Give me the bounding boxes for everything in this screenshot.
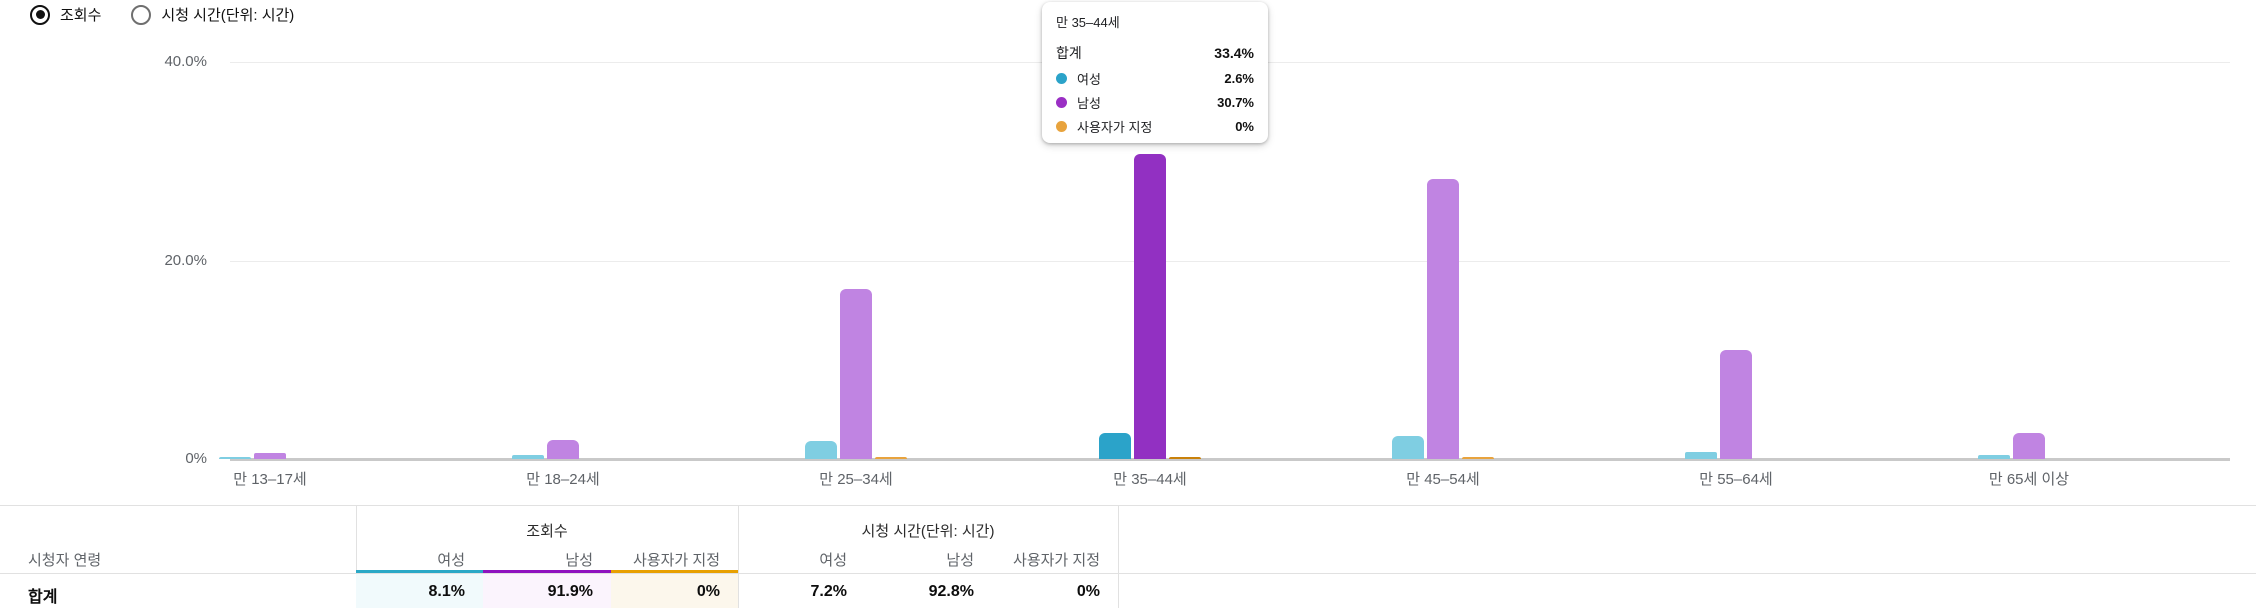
tooltip-row-여성: 여성 2.6% — [1056, 66, 1254, 90]
radio-watch-time[interactable]: 시청 시간(단위: 시간) — [131, 4, 294, 25]
bar-여성-만 13–17세[interactable] — [219, 457, 251, 459]
series-dot-icon — [1056, 120, 1067, 132]
bar-남성-만 55–64세[interactable] — [1720, 350, 1752, 459]
tooltip-series-value: 2.6% — [1224, 70, 1254, 86]
views-female-cell-bg — [356, 574, 483, 608]
col-header-views-male: 남성 — [565, 552, 593, 569]
y-tick-label: 40.0% — [164, 53, 207, 70]
radio-views[interactable]: 조회수 — [30, 4, 101, 25]
tooltip-series-label: 남성 — [1077, 95, 1101, 111]
bar-남성-만 25–34세[interactable] — [840, 289, 872, 459]
tooltip-total-row: 합계 33.4% — [1056, 40, 1254, 66]
col-header-watch-female: 여성 — [819, 552, 847, 569]
x-axis-label: 만 55–64세 — [1699, 471, 1773, 488]
table-header-border — [0, 573, 2256, 574]
views-custom-cell-bg — [611, 574, 738, 608]
x-axis-label: 만 65세 이상 — [1988, 471, 2070, 488]
col-header-watch-male: 남성 — [946, 552, 974, 569]
bar-남성-만 13–17세[interactable] — [254, 453, 286, 459]
tooltip-row-사용자가 지정: 사용자가 지정 0% — [1056, 114, 1254, 138]
table-divider-1 — [356, 505, 357, 608]
tooltip-total-label: 합계 — [1056, 45, 1082, 61]
table-top-border — [0, 505, 2256, 506]
chart-tooltip: 만 35–44세 합계 33.4% 여성 2.6% 남성 30.7% 사용자가 지정 0% — [1042, 2, 1268, 143]
bar-여성-만 55–64세[interactable] — [1685, 452, 1717, 459]
total-watch-female: 7.2% — [810, 583, 847, 600]
x-axis-label: 만 25–34세 — [819, 471, 893, 488]
bar-남성-만 45–54세[interactable] — [1427, 179, 1459, 459]
radio-selected-icon — [30, 4, 50, 25]
bar-여성-만 25–34세[interactable] — [805, 441, 837, 459]
views-custom-underline — [611, 570, 738, 573]
series-dot-icon — [1056, 96, 1067, 108]
table-group-watch-time: 시청 시간(단위: 시간) — [861, 523, 995, 540]
bar-여성-만 45–54세[interactable] — [1392, 436, 1424, 459]
table-divider-3 — [1118, 505, 1119, 608]
x-axis-label: 만 18–24세 — [526, 471, 600, 488]
tooltip-series-label: 사용자가 지정 — [1077, 119, 1153, 135]
tooltip-row-남성: 남성 30.7% — [1056, 90, 1254, 114]
total-watch-custom: 0% — [1076, 583, 1100, 600]
bar-사용자가 지정-만 35–44세[interactable] — [1169, 457, 1201, 459]
bar-여성-만 65세 이상[interactable] — [1978, 455, 2010, 459]
x-axis-label: 만 45–54세 — [1406, 471, 1480, 488]
views-male-underline — [483, 570, 611, 573]
total-views-male: 91.9% — [547, 583, 593, 600]
bar-남성-만 35–44세[interactable] — [1134, 154, 1166, 459]
total-views-custom: 0% — [696, 583, 720, 600]
tooltip-series-rows: 여성 2.6% 남성 30.7% 사용자가 지정 0% — [1056, 66, 1254, 138]
bar-사용자가 지정-만 45–54세[interactable] — [1462, 457, 1494, 459]
y-tick-label: 20.0% — [164, 251, 207, 269]
tooltip-total-value: 33.4% — [1214, 45, 1254, 61]
total-watch-male: 92.8% — [928, 583, 974, 600]
bar-여성-만 35–44세[interactable] — [1099, 433, 1131, 459]
bar-남성-만 65세 이상[interactable] — [2013, 433, 2045, 459]
tooltip-series-value: 30.7% — [1217, 94, 1254, 110]
metric-radio-group: 조회수 시청 시간(단위: 시간) — [30, 4, 294, 25]
radio-views-label: 조회수 — [60, 7, 102, 24]
views-female-underline — [356, 570, 483, 573]
col-header-watch-custom: 사용자가 지정 — [1013, 552, 1100, 569]
views-male-cell-bg — [483, 574, 611, 608]
table-row-header: 시청자 연령 — [28, 552, 102, 569]
bar-남성-만 18–24세[interactable] — [547, 440, 579, 459]
total-row-label: 합계 — [28, 589, 58, 606]
x-axis-label: 만 13–17세 — [233, 471, 307, 488]
table-divider-2 — [738, 505, 739, 608]
tooltip-series-label: 여성 — [1077, 71, 1101, 87]
x-axis-label: 만 35–44세 — [1113, 471, 1187, 488]
gridline-20 — [230, 260, 2230, 262]
x-axis-line — [230, 458, 2230, 461]
bar-사용자가 지정-만 25–34세[interactable] — [875, 457, 907, 459]
col-header-views-female: 여성 — [437, 552, 465, 569]
radio-watch-time-label: 시청 시간(단위: 시간) — [161, 7, 295, 24]
total-views-female: 8.1% — [428, 583, 465, 600]
table-group-views: 조회수 — [526, 523, 568, 540]
y-tick-label: 0% — [185, 450, 207, 467]
bar-여성-만 18–24세[interactable] — [512, 455, 544, 459]
tooltip-title: 만 35–44세 — [1056, 15, 1120, 30]
tooltip-series-value: 0% — [1235, 118, 1254, 134]
series-dot-icon — [1056, 72, 1067, 84]
radio-unselected-icon — [131, 4, 152, 25]
col-header-views-custom: 사용자가 지정 — [633, 552, 720, 569]
